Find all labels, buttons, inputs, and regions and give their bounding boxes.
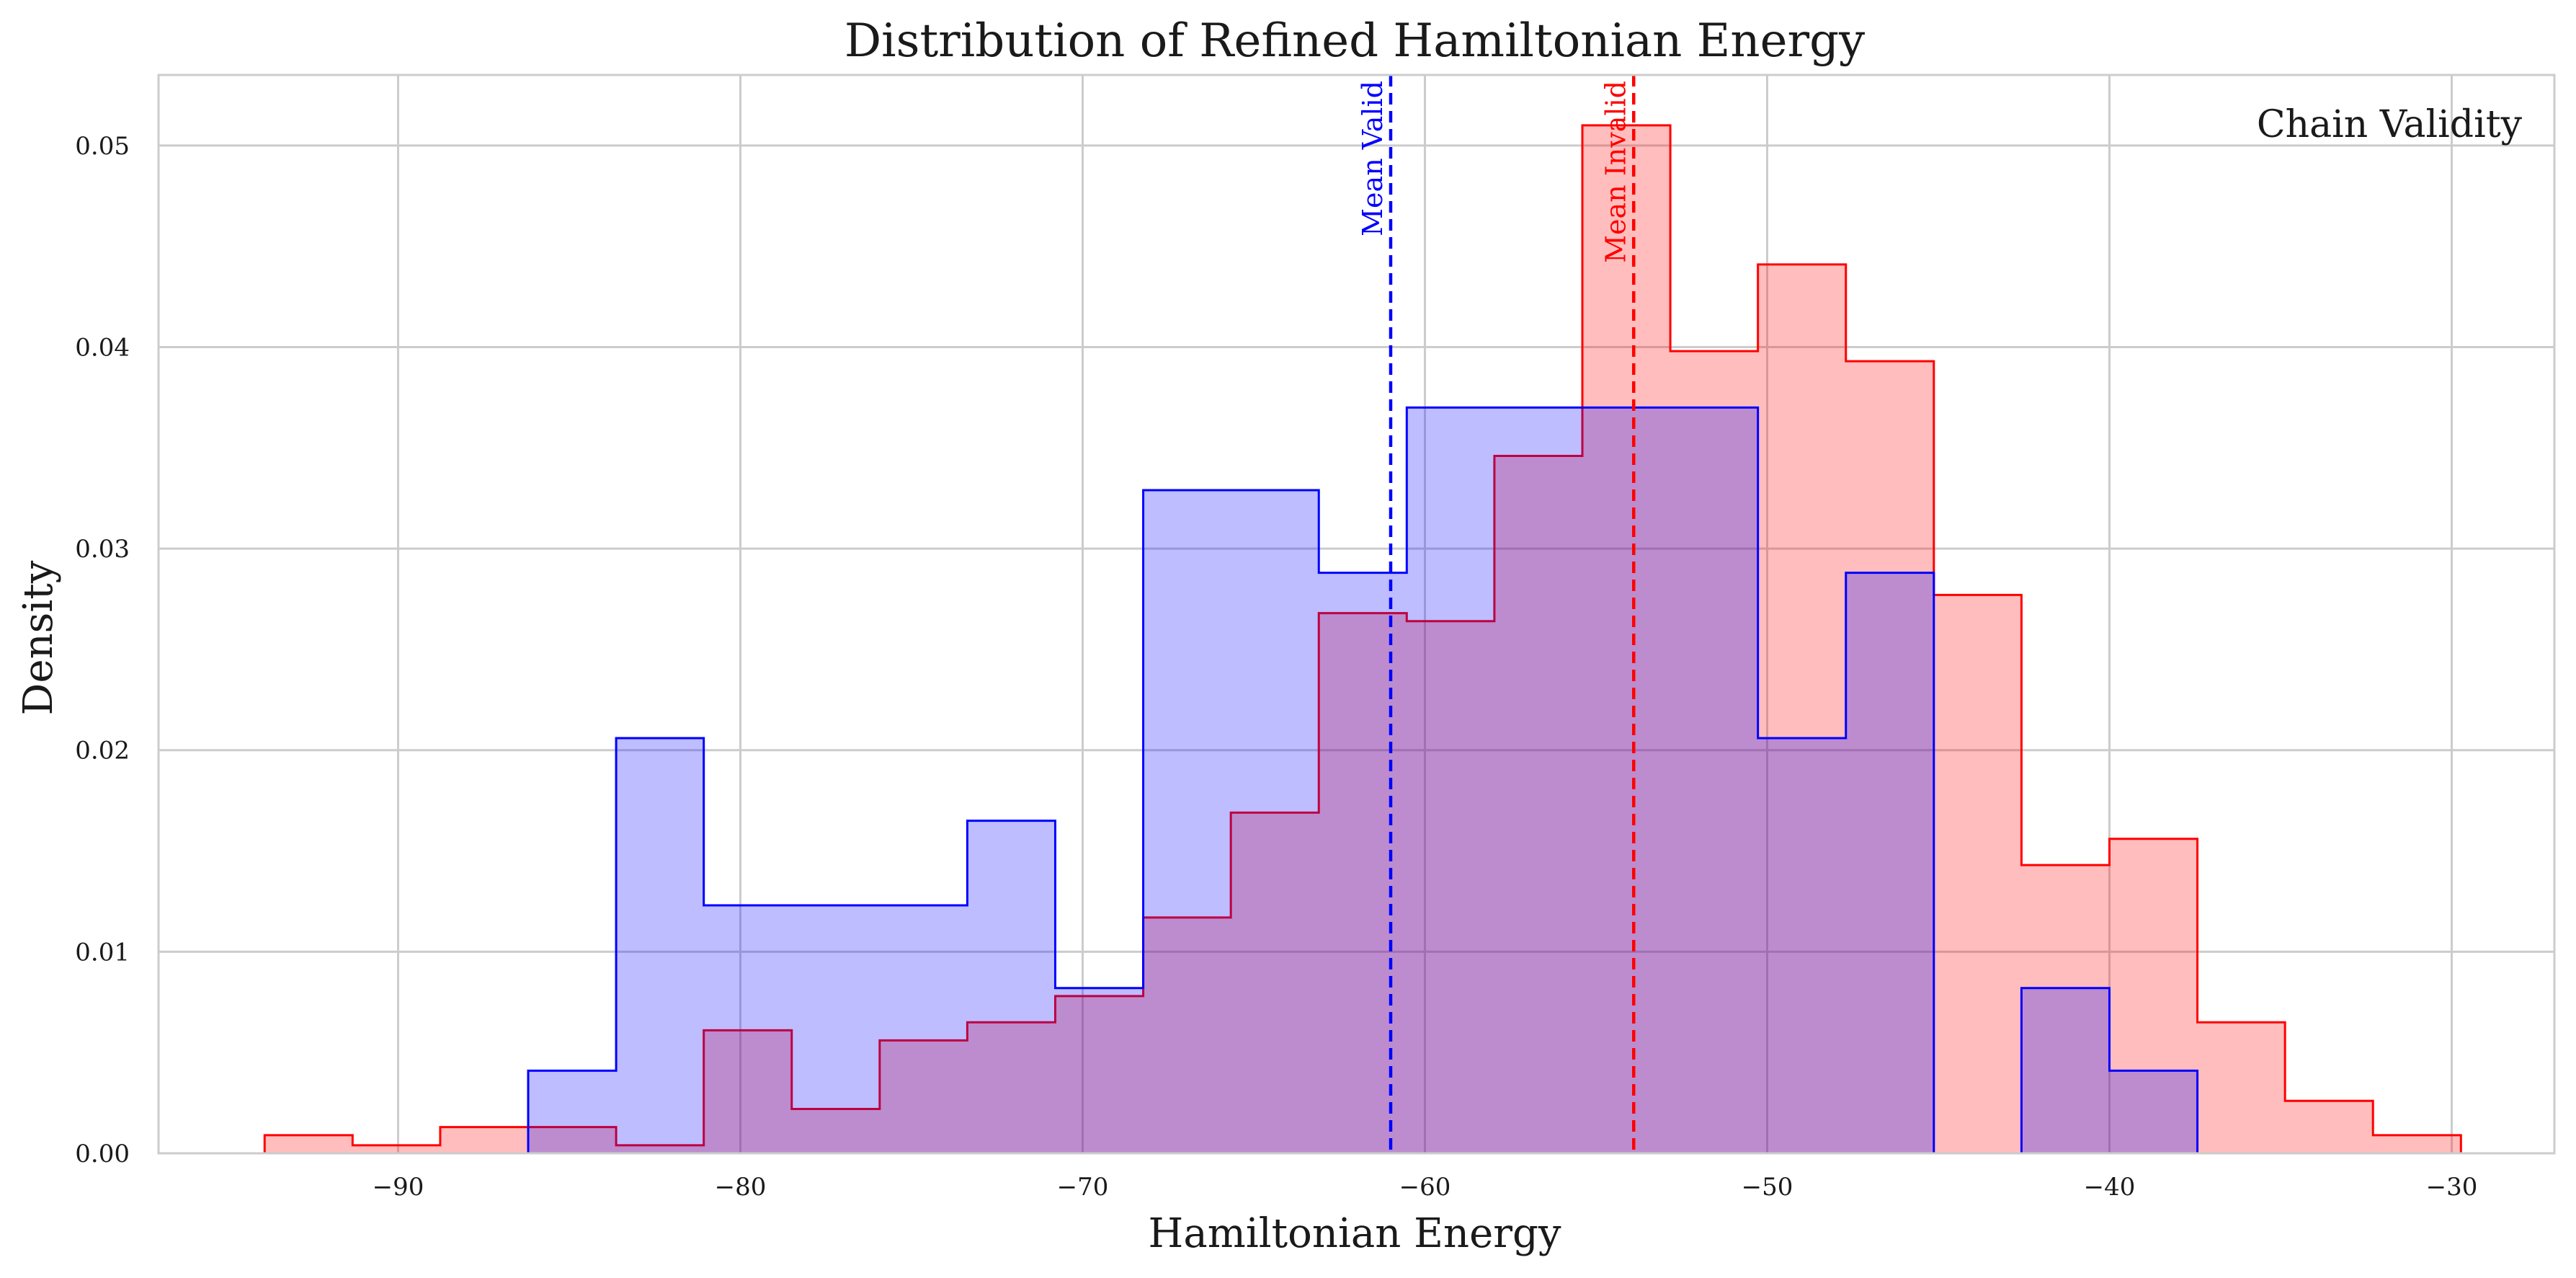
hist-bar-valid: [880, 905, 968, 1153]
x-tick-label: −30: [2426, 1173, 2478, 1202]
hist-bar-valid: [1319, 573, 1407, 1153]
chart-title: Distribution of Refined Hamiltonian Ener…: [844, 14, 1865, 68]
hist-bar-valid: [616, 738, 704, 1153]
hist-bar-valid: [1231, 490, 1319, 1153]
y-tick-label: 0.04: [75, 333, 130, 362]
hist-bar-valid: [1056, 988, 1144, 1153]
y-axis-label: Density: [15, 560, 62, 715]
y-axis-ticks: 0.00 0.01 0.02 0.03 0.04 0.05: [75, 132, 130, 1168]
mean-label-valid: Mean Valid: [1357, 81, 1389, 236]
hist-bar-valid: [1758, 738, 1846, 1153]
hist-bar-valid: [528, 1070, 616, 1153]
hist-fill-valid: [528, 407, 2198, 1153]
hist-bar-invalid: [440, 1127, 528, 1153]
hist-bar-invalid: [2198, 1022, 2286, 1153]
y-tick-label: 0.01: [75, 938, 130, 967]
hist-bar-invalid: [1934, 595, 2022, 1153]
hist-bar-valid: [967, 821, 1055, 1153]
hist-bar-valid: [1582, 407, 1670, 1153]
plot-frame: [157, 74, 2556, 1155]
hist-outline-invalid: [263, 124, 2462, 1153]
hist-fill-invalid: [264, 125, 2461, 1154]
x-tick-label: −90: [373, 1173, 424, 1202]
hist-bar-valid: [792, 905, 880, 1153]
x-tick-label: −50: [1742, 1173, 1793, 1202]
hist-bar-valid: [2021, 988, 2109, 1153]
hist-bar-valid: [1670, 407, 1758, 1153]
series-invalid: [263, 124, 2462, 1154]
x-axis-ticks: −90 −80 −70 −60 −50 −40 −30: [373, 1173, 2478, 1202]
hist-bar-invalid: [2373, 1135, 2461, 1153]
mean-lines: Mean Valid Mean Invalid: [1357, 75, 1636, 1153]
x-tick-label: −40: [2084, 1173, 2136, 1202]
y-tick-label: 0.05: [75, 132, 130, 161]
hist-bar-invalid: [352, 1145, 440, 1153]
x-tick-label: −70: [1057, 1173, 1109, 1202]
hist-bar-valid: [1407, 407, 1494, 1153]
legend-title: Chain Validity: [2257, 103, 2523, 146]
mean-label-invalid: Mean Invalid: [1600, 81, 1631, 263]
series-layer: [263, 124, 2462, 1155]
y-tick-label: 0.03: [75, 535, 130, 564]
hist-bar-valid: [704, 905, 792, 1153]
hist-bar-invalid: [2285, 1101, 2373, 1153]
y-tick-label: 0.02: [75, 737, 130, 766]
hist-bar-invalid: [264, 1135, 352, 1153]
hist-bar-valid: [1144, 490, 1231, 1153]
hist-bar-valid: [2110, 1070, 2198, 1153]
y-tick-label: 0.00: [75, 1140, 130, 1168]
hist-bar-valid: [1846, 573, 1934, 1153]
x-tick-label: −80: [715, 1173, 767, 1202]
x-tick-label: −60: [1399, 1173, 1451, 1202]
x-axis-label: Hamiltonian Energy: [1149, 1210, 1561, 1257]
hist-bar-valid: [1494, 407, 1582, 1153]
